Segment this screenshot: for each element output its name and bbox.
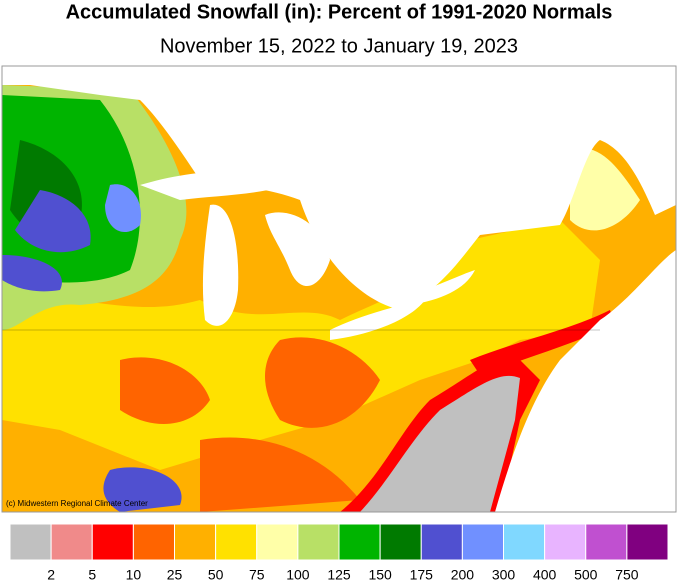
legend-swatch [626, 523, 669, 561]
legend-label: 300 [492, 567, 516, 583]
credit: (c) Midwestern Regional Climate Center [6, 499, 148, 508]
legend-swatch [50, 523, 93, 561]
legend-swatch [174, 523, 217, 561]
legend-swatch [585, 523, 628, 561]
legend-label: 2 [47, 567, 55, 583]
legend-swatch [338, 523, 381, 561]
legend-label: 10 [126, 567, 142, 583]
legend-swatch [503, 523, 546, 561]
legend: 2 5 10 25 50 75 100 125 150 175 200 300 400 500 750 [9, 523, 669, 583]
map: (c) Midwestern Regional Climate Center [1, 65, 677, 513]
legend-swatch [9, 523, 52, 561]
legend-label: 50 [208, 567, 224, 583]
legend-label: 750 [615, 567, 639, 583]
legend-swatch [544, 523, 587, 561]
legend-label: 5 [88, 567, 96, 583]
legend-label: 150 [368, 567, 392, 583]
legend-label: 75 [249, 567, 265, 583]
legend-swatch [379, 523, 422, 561]
legend-label: 500 [574, 567, 598, 583]
legend-swatch [420, 523, 463, 561]
legend-swatch [297, 523, 340, 561]
legend-swatch [256, 523, 299, 561]
legend-label: 200 [451, 567, 475, 583]
subtitle: November 15, 2022 to January 19, 2023 [160, 35, 518, 57]
legend-swatch [91, 523, 134, 561]
legend-swatch [461, 523, 504, 561]
legend-label: 25 [167, 567, 183, 583]
legend-label: 100 [286, 567, 310, 583]
legend-label: 125 [327, 567, 351, 583]
legend-label: 400 [533, 567, 557, 583]
legend-swatch [215, 523, 258, 561]
title: Accumulated Snowfall (in): Percent of 19… [66, 1, 613, 23]
legend-swatch [132, 523, 175, 561]
legend-label: 175 [410, 567, 434, 583]
